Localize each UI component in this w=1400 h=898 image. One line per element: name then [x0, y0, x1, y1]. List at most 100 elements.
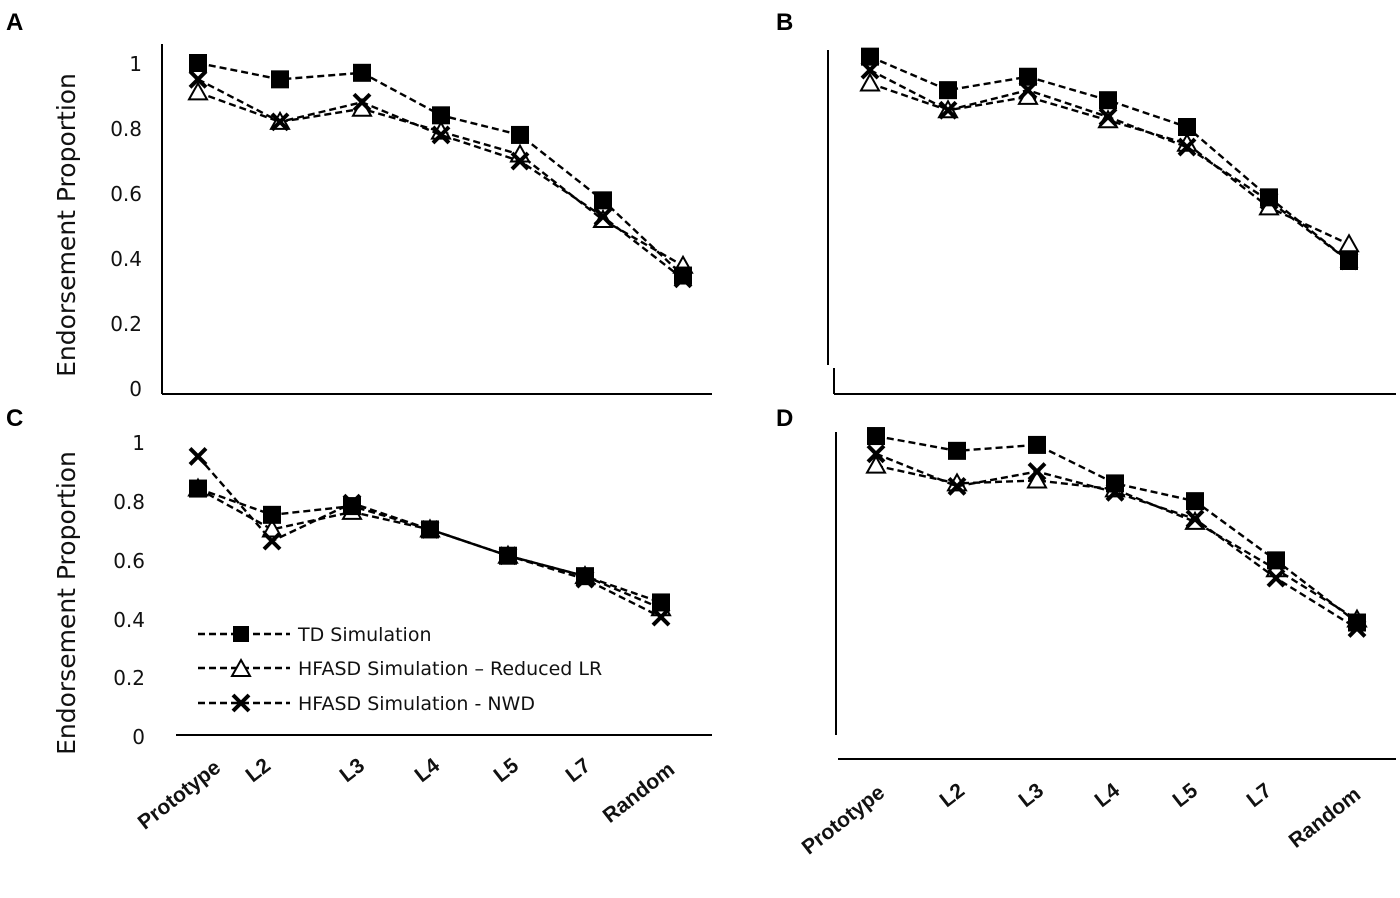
x-marker [866, 444, 886, 464]
series-x [188, 69, 693, 289]
panel-b-plot [859, 47, 1360, 271]
square-marker [421, 520, 439, 539]
panel-c-plot [187, 447, 672, 627]
square-marker [652, 593, 670, 612]
series-line [197, 61, 684, 277]
y-tick-label: 1 [129, 52, 142, 76]
y-tick-label: 0.6 [113, 549, 145, 573]
x-tick-label: L4 [1091, 779, 1125, 812]
triangle-marker [261, 518, 283, 538]
square-marker [594, 191, 612, 210]
x-marker [1177, 137, 1197, 157]
panel-letter-b: B [776, 9, 793, 36]
x-tick-label: L4 [411, 754, 445, 787]
x-marker [947, 476, 967, 496]
panel-letter-c: C [6, 405, 23, 432]
x-marker [1266, 568, 1286, 588]
x-marker [1185, 509, 1205, 529]
square-marker [189, 479, 207, 498]
x-tick-label: L3 [1015, 779, 1048, 812]
triangle-marker [1338, 233, 1360, 253]
panel-letter-a: A [6, 9, 23, 36]
y-tick-label: 0.2 [113, 666, 145, 690]
y-tick-label: 0.4 [110, 247, 142, 271]
square-marker [1028, 435, 1046, 454]
square-marker [867, 427, 885, 446]
legend-label: HFASD Simulation – Reduced LR [298, 658, 602, 680]
legend-item-nwd: HFASD Simulation - NWD [198, 693, 535, 715]
legend-label: TD Simulation [297, 624, 431, 646]
square-marker [1099, 91, 1117, 110]
y-tick-label: 0 [132, 725, 145, 749]
square-marker [353, 63, 371, 82]
triangle-marker [1026, 469, 1048, 489]
square-marker [499, 546, 517, 565]
x-tick-label: L3 [336, 754, 369, 787]
legend-item-reduced-lr: HFASD Simulation – Reduced LR [198, 657, 602, 680]
x-marker [593, 207, 613, 227]
x-marker [188, 447, 208, 466]
square-marker [271, 70, 289, 89]
square-marker [1186, 492, 1204, 511]
square-marker [343, 497, 361, 516]
y-ticks-c: 0 0.2 0.4 0.6 0.8 1 [113, 431, 145, 749]
series-x [866, 444, 1367, 638]
y-ticks-a: 0 0.2 0.4 0.6 0.8 1 [110, 52, 142, 401]
x-marker [938, 100, 958, 120]
legend-square-marker [233, 626, 249, 642]
x-marker [510, 151, 530, 171]
square-marker [511, 125, 529, 144]
square-marker [674, 266, 692, 285]
x-marker [352, 92, 372, 112]
x-tick-label: Random [599, 758, 679, 828]
series-line [875, 434, 1358, 624]
square-marker [1019, 67, 1037, 86]
x-tick-label: Random [1285, 783, 1365, 853]
y-tick-label: 0.8 [113, 490, 145, 514]
x-marker [651, 607, 671, 627]
y-tick-label: 0.6 [110, 182, 142, 206]
y-tick-label: 0.4 [113, 608, 145, 632]
y-tick-label: 1 [132, 431, 145, 455]
y-tick-label: 0.8 [110, 117, 142, 141]
x-marker [1027, 462, 1047, 481]
x-tick-label: L5 [1169, 779, 1203, 812]
square-marker [1348, 613, 1366, 632]
series-square [861, 47, 1358, 270]
x-marker [188, 69, 208, 89]
x-marker [431, 125, 451, 145]
square-marker [948, 441, 966, 460]
legend-item-td: TD Simulation [198, 624, 431, 646]
series-square [867, 427, 1366, 632]
panel-d-plot [865, 427, 1368, 638]
y-axis-label-c: Endorsement Proportion [52, 451, 81, 755]
square-marker [1260, 188, 1278, 207]
series-triangle [187, 477, 672, 617]
x-ticks-right: Prototype L2 L3 L4 L5 L7 Random [798, 779, 1365, 860]
series-square [189, 54, 692, 285]
x-marker [270, 112, 290, 132]
triangle-marker [859, 72, 881, 92]
x-ticks-left: Prototype L2 L3 L4 L5 L7 Random [134, 754, 679, 835]
panel-a-plot [187, 54, 694, 289]
series-square [189, 479, 670, 612]
square-marker [861, 47, 879, 66]
panel-letter-d: D [776, 405, 793, 432]
legend-label: HFASD Simulation - NWD [298, 693, 535, 715]
x-tick-label: L7 [1243, 779, 1276, 812]
y-axis-label-a: Endorsement Proportion [52, 73, 81, 377]
square-marker [432, 106, 450, 125]
legend: TD Simulation HFASD Simulation – Reduced… [198, 624, 602, 715]
x-tick-label: Prototype [134, 756, 225, 834]
square-marker [1267, 551, 1285, 570]
square-marker [189, 54, 207, 72]
x-tick-label: L5 [490, 754, 524, 787]
y-tick-label: 0.2 [110, 312, 142, 336]
x-marker [1098, 107, 1118, 127]
legend-x-marker [231, 693, 251, 713]
y-tick-label: 0 [129, 377, 142, 401]
triangle-marker [865, 454, 887, 474]
x-tick-label: L2 [242, 754, 275, 787]
x-tick-label: L7 [562, 754, 595, 787]
